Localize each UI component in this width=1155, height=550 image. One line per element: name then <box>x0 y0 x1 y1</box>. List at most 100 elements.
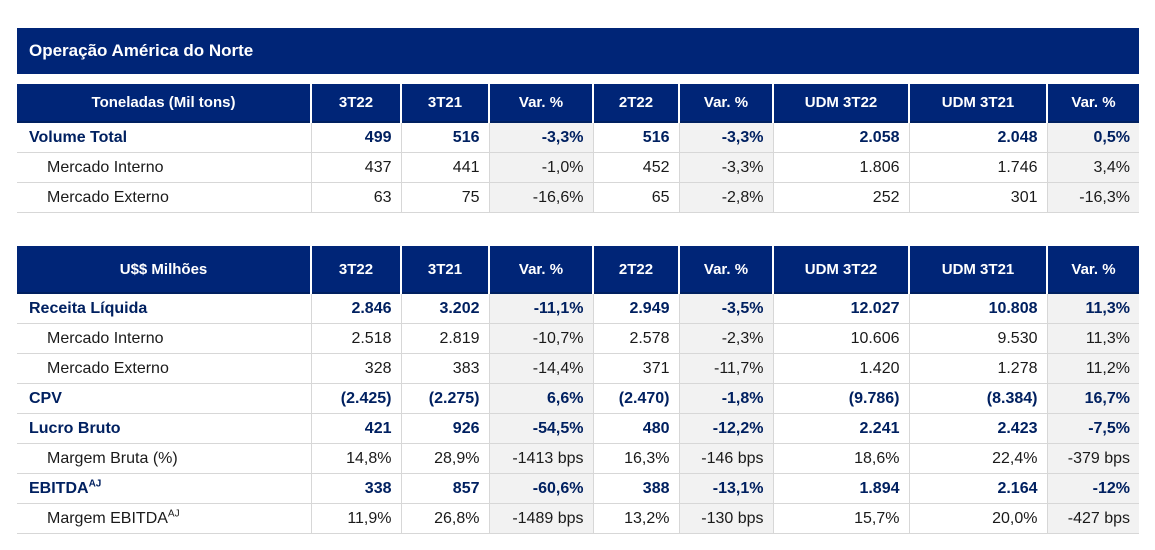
table-cell: 2.846 <box>310 292 401 324</box>
table-cell: -11,7% <box>678 353 773 384</box>
row-label-text: Lucro Bruto <box>29 419 121 437</box>
column-header: Var. % <box>1046 84 1139 122</box>
table-cell: -146 bps <box>678 443 773 474</box>
row-label: Receita Líquida <box>17 292 311 324</box>
column-header: 2T22 <box>592 84 679 122</box>
table-cell: (2.470) <box>592 383 679 414</box>
table-row: CPV (2.425) (2.275) 6,6% (2.470) -1,8% (9.786)… <box>17 383 1139 414</box>
row-label-text: CPV <box>29 389 62 407</box>
row-label-header: Toneladas (Mil tons) <box>17 84 311 122</box>
table-cell: 3,4% <box>1046 152 1139 183</box>
table-cell: 1.420 <box>772 353 909 384</box>
row-label-text: Mercado Interno <box>47 329 164 347</box>
table-cell: 11,3% <box>1046 292 1139 324</box>
table-cell: 452 <box>592 152 679 183</box>
table-cell: (9.786) <box>772 383 909 414</box>
table-cell: 2.058 <box>772 121 909 153</box>
row-label-text: Margem Bruta (%) <box>47 449 178 467</box>
table-cell: 926 <box>400 413 489 444</box>
row-label-text: Volume Total <box>29 128 128 146</box>
column-header: UDM 3T21 <box>908 84 1047 122</box>
table-cell: -130 bps <box>678 503 773 534</box>
table-cell: (2.425) <box>310 383 401 414</box>
table-row: Margem Bruta (%) 14,8% 28,9% -1413 bps 16,3%… <box>17 443 1139 474</box>
table-body: Receita Líquida 2.846 3.202 -11,1% 2.949 -3,5… <box>17 292 1139 534</box>
table-cell: 480 <box>592 413 679 444</box>
row-label-text: Margem EBITDA <box>47 509 168 527</box>
table-cell: 1.806 <box>772 152 909 183</box>
table-row: Lucro Bruto 421 926 -54,5% 480 -12,2% 2.241 2.4… <box>17 413 1139 444</box>
column-header: 3T21 <box>400 246 489 293</box>
table-cell: -2,3% <box>678 323 773 354</box>
table-cell: 12.027 <box>772 292 909 324</box>
table-cell: 2.048 <box>908 121 1047 153</box>
table-cell: -16,3% <box>1046 182 1139 213</box>
row-label-text: Mercado Externo <box>47 359 169 377</box>
table-cell: -1489 bps <box>488 503 593 534</box>
row-label-header: U$$ Milhões <box>17 246 311 293</box>
table-cell: 20,0% <box>908 503 1047 534</box>
table-cell: 0,5% <box>1046 121 1139 153</box>
table-cell: -3,3% <box>678 121 773 153</box>
row-label: Volume Total <box>17 121 311 153</box>
table-cell: -11,1% <box>488 292 593 324</box>
table-cell: -3,5% <box>678 292 773 324</box>
table-cell: 2.241 <box>772 413 909 444</box>
row-label-text: EBITDA <box>29 479 89 497</box>
table-cell: 441 <box>400 152 489 183</box>
table-cell: -3,3% <box>678 152 773 183</box>
table-cell: -16,6% <box>488 182 593 213</box>
table-cell: 28,9% <box>400 443 489 474</box>
row-label: Margem EBITDAAJ <box>17 503 311 534</box>
table-cell: 421 <box>310 413 401 444</box>
table-cell: 75 <box>400 182 489 213</box>
table-cell: 11,9% <box>310 503 401 534</box>
table-cell: 6,6% <box>488 383 593 414</box>
table-cell: 3.202 <box>400 292 489 324</box>
table-cell: 2.949 <box>592 292 679 324</box>
table-row: Mercado Interno 437 441 -1,0% 452 -3,3% 1.806 1… <box>17 152 1139 183</box>
table-body: Volume Total 499 516 -3,3% 516 -3,3% 2.058 2.04… <box>17 121 1139 213</box>
table-cell: 2.819 <box>400 323 489 354</box>
table-cell: 1.894 <box>772 473 909 504</box>
table-cell: 437 <box>310 152 401 183</box>
column-header: Var. % <box>678 84 773 122</box>
table-cell: 65 <box>592 182 679 213</box>
table-cell: 2.164 <box>908 473 1047 504</box>
table-cell: 499 <box>310 121 401 153</box>
table-cell: -13,1% <box>678 473 773 504</box>
table-cell: -1,0% <box>488 152 593 183</box>
table-cell: 388 <box>592 473 679 504</box>
table-cell: -1,8% <box>678 383 773 414</box>
row-label: Margem Bruta (%) <box>17 443 311 474</box>
row-label-text: Receita Líquida <box>29 299 148 317</box>
row-label: CPV <box>17 383 311 414</box>
row-label: EBITDAAJ <box>17 473 311 504</box>
row-label: Mercado Externo <box>17 182 311 213</box>
column-header: UDM 3T22 <box>772 84 909 122</box>
table-row: Receita Líquida 2.846 3.202 -11,1% 2.949 -3,5… <box>17 292 1139 324</box>
table-cell: 1.746 <box>908 152 1047 183</box>
volume-table: Toneladas (Mil tons) 3T22 3T21 Var. % 2T… <box>17 84 1139 213</box>
table-cell: 10.606 <box>772 323 909 354</box>
table-cell: -379 bps <box>1046 443 1139 474</box>
table-cell: 11,2% <box>1046 353 1139 384</box>
table-cell: (2.275) <box>400 383 489 414</box>
column-header: 3T21 <box>400 84 489 122</box>
table-cell: -427 bps <box>1046 503 1139 534</box>
table-header-row: U$$ Milhões 3T22 3T21 Var. % 2T22 Var. %… <box>17 246 1139 293</box>
row-label: Mercado Interno <box>17 152 311 183</box>
table-cell: 11,3% <box>1046 323 1139 354</box>
table-cell: 328 <box>310 353 401 384</box>
table-cell: -60,6% <box>488 473 593 504</box>
table-cell: 516 <box>400 121 489 153</box>
column-header: Var. % <box>678 246 773 293</box>
table-cell: 252 <box>772 182 909 213</box>
table-cell: 15,7% <box>772 503 909 534</box>
table-cell: 10.808 <box>908 292 1047 324</box>
table-row: Mercado Externo 328 383 -14,4% 371 -11,7% 1.42… <box>17 353 1139 384</box>
row-label-superscript: AJ <box>88 478 102 490</box>
row-label: Mercado Externo <box>17 353 311 384</box>
row-label-superscript: AJ <box>167 508 180 520</box>
table-cell: 26,8% <box>400 503 489 534</box>
